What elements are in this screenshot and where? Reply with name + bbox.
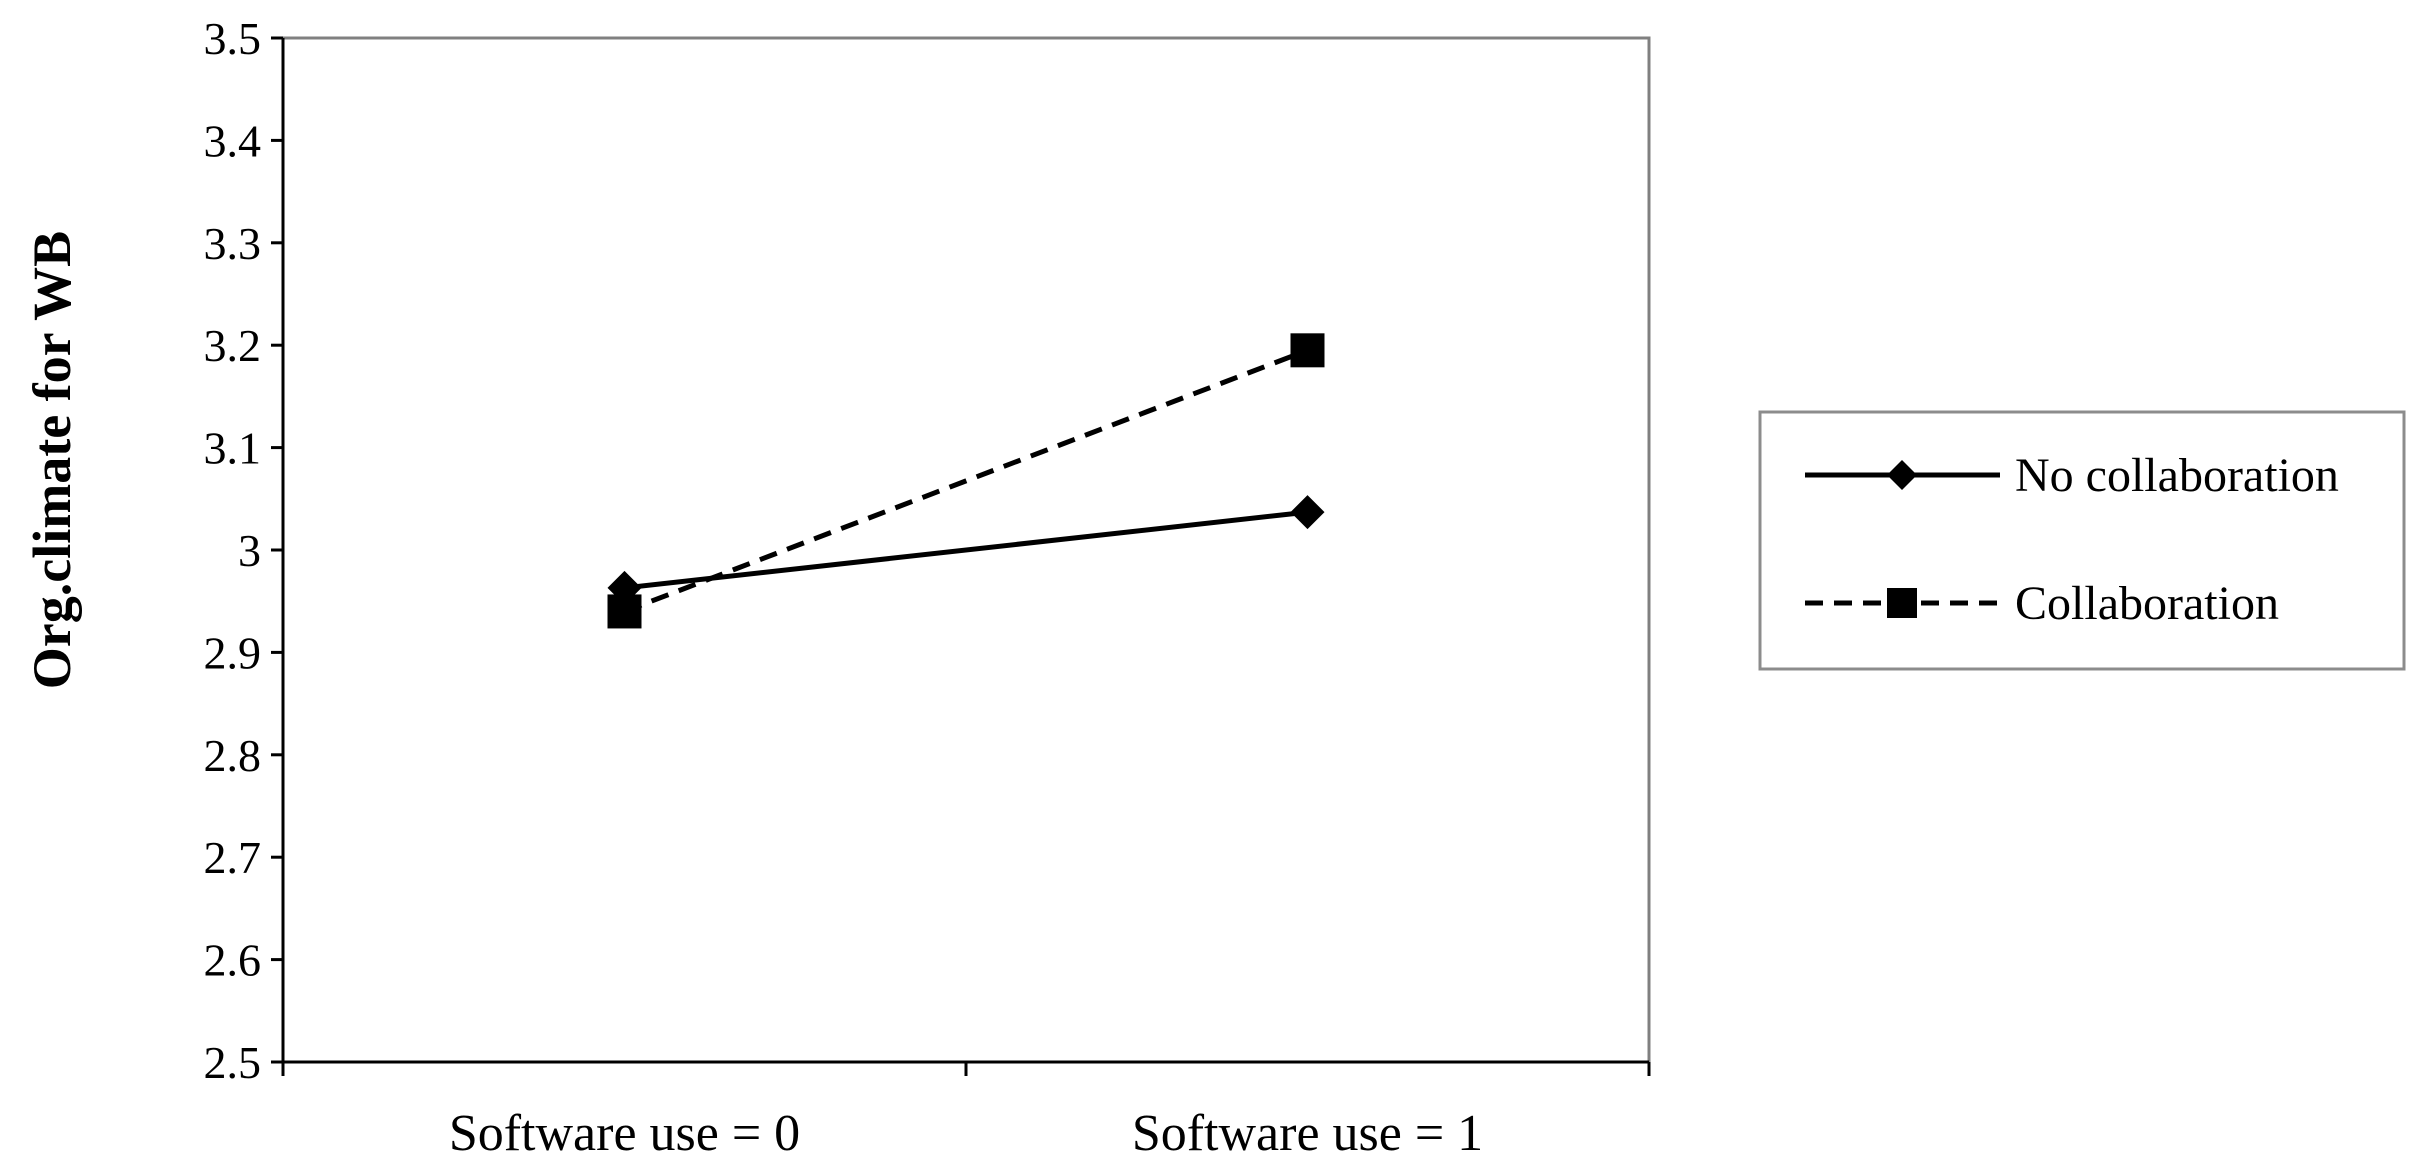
y-tick-label: 2.8	[204, 730, 262, 781]
legend-label: No collaboration	[2015, 449, 2339, 502]
y-tick-label: 3.5	[204, 13, 262, 64]
legend-box	[1758, 410, 2406, 671]
series-line	[624, 509, 1308, 591]
y-axis-ticks: 2.5 2.6 2.7 2.8 2.9 3 3.1 3.2 3.3 3.4 3.5	[204, 13, 283, 1088]
y-tick-label: 3.4	[204, 115, 262, 166]
y-tick-label: 2.9	[204, 627, 262, 678]
series-layer	[607, 333, 1325, 629]
legend: No collaboration Collaboration	[1758, 410, 2406, 671]
y-axis-title: Org.climate for WB	[22, 231, 82, 689]
legend-item: Collaboration	[1805, 577, 2279, 630]
y-tick-label: 3.3	[204, 218, 262, 269]
y-tick-label: 2.6	[204, 935, 262, 986]
square-marker	[607, 594, 642, 629]
y-tick-label: 2.5	[204, 1037, 262, 1088]
diamond-marker	[1290, 495, 1325, 530]
legend-item: No collaboration	[1805, 449, 2339, 502]
x-axis-ticks: Software use = 0 Software use = 1	[281, 1062, 1651, 1162]
y-tick-label: 3.1	[204, 423, 262, 474]
y-tick-label: 3.2	[204, 320, 262, 371]
square-marker	[1887, 588, 1917, 618]
y-tick-label: 2.7	[204, 832, 262, 883]
series-line	[623, 347, 1309, 614]
y-tick-label: 3	[238, 525, 261, 576]
x-tick-label: Software use = 0	[449, 1105, 800, 1162]
legend-label: Collaboration	[2015, 577, 2279, 630]
series-collaboration	[607, 333, 1325, 629]
square-marker	[1290, 333, 1325, 368]
series-no-collaboration	[607, 495, 1325, 605]
diamond-marker	[1887, 460, 1917, 490]
legend-items: No collaboration Collaboration	[1805, 449, 2339, 630]
x-tick-label: Software use = 1	[1132, 1105, 1483, 1162]
